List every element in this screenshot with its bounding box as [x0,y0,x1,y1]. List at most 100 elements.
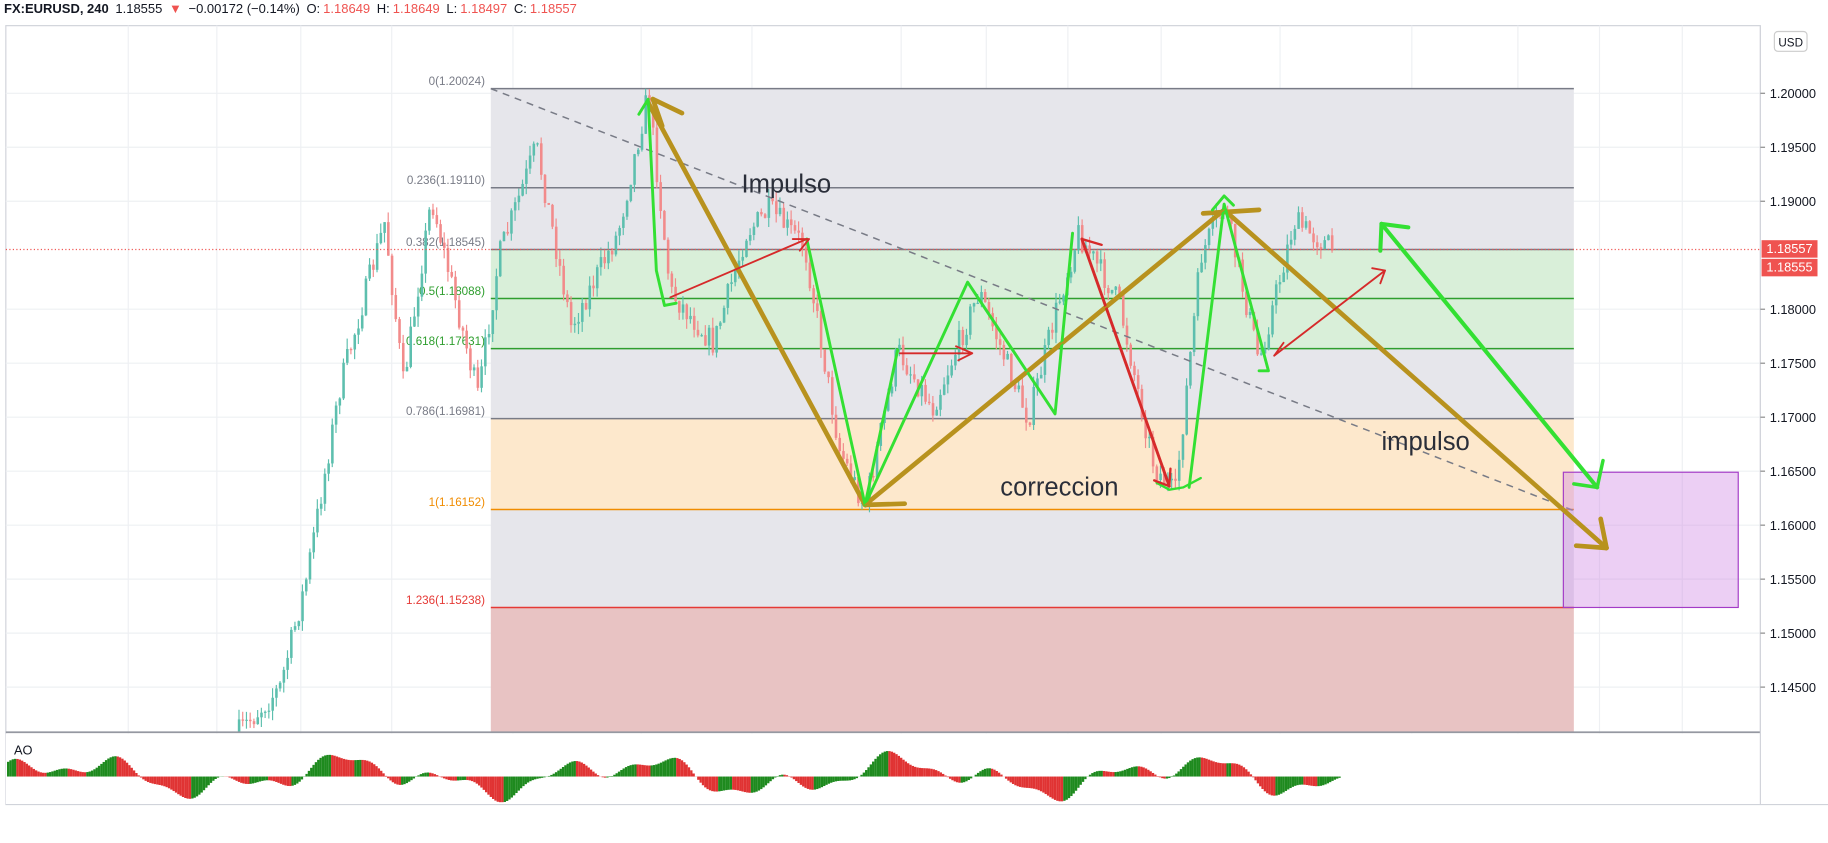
ao-bar [137,775,140,777]
ao-bar [1191,759,1194,777]
candle [346,349,349,363]
ao-bar [727,776,730,790]
ao-bar [522,776,525,787]
ao-bar [1233,763,1236,777]
candle [1196,272,1200,317]
candle [886,393,890,411]
ao-bar [1184,764,1187,777]
ao-bar [988,768,991,777]
ao-bar [1035,776,1038,790]
ao-bar [90,770,94,777]
candle [1323,240,1326,250]
ao-bar [1214,762,1218,777]
ao-bar [955,776,959,783]
candle [338,398,342,406]
ao-bar [233,776,236,780]
ao-bar [202,776,206,791]
ao-bar [916,767,919,777]
candle [368,264,371,279]
ao-bar [1112,772,1115,777]
ao-bar [1121,770,1124,777]
ao-bar [888,751,891,777]
ao-bar [678,758,681,777]
ao-bar [883,751,887,777]
ao-bar [1294,776,1297,786]
candle [778,207,782,215]
candle [372,264,375,270]
ao-bar [881,752,884,777]
ao-bar [771,776,775,780]
ao-bar [1277,776,1281,795]
ao-bar [925,768,928,777]
ao-bar [114,756,117,777]
candle [331,424,334,464]
candle [1069,271,1073,278]
ao-bar [1163,776,1166,779]
candle [965,334,968,346]
ao-bar [809,776,812,790]
ao-bar [1287,776,1290,790]
candle [1140,388,1144,418]
ao-bar [69,769,73,777]
ao-bar [673,757,677,777]
ao-bar [167,776,171,789]
change: −0.00172 (−0.14%) [188,1,300,16]
candle [1006,353,1009,360]
ao-bar [725,776,728,791]
ao-bar [1044,776,1047,795]
candle [603,257,606,264]
candle [465,330,468,349]
ao-bar [636,764,639,777]
candle [745,240,748,257]
ao-bar [927,768,931,777]
ao-bar [139,776,143,778]
candle [1170,478,1174,481]
ao-bar [247,776,250,784]
candle [1200,262,1203,273]
target-box [1562,471,1739,609]
ao-bar [261,776,264,781]
ao-bar [557,770,560,777]
ao-bar [1147,769,1150,777]
ao-bar [1060,776,1064,802]
candle [793,225,797,231]
ao-bar [1095,771,1099,777]
ao-bar [1088,774,1092,777]
symbol[interactable]: FX:EURUSD, 240 [4,1,109,16]
ao-bar [1007,776,1010,781]
candle [633,154,636,185]
ao-bar [37,771,40,777]
candle [1312,233,1315,243]
candle [748,235,752,241]
candle [1185,385,1188,435]
arrow [1595,458,1605,490]
candle [293,626,297,630]
ao-bar [1315,776,1318,787]
ao-bar [1224,763,1227,777]
ao-bar [1030,776,1033,789]
ao-bar [282,776,285,785]
arrow [1200,207,1262,216]
ao-bar [769,776,772,782]
ao-bar [1228,763,1232,777]
ao-bar [869,764,873,777]
ao-bar [1319,776,1323,786]
ao-bar [1014,776,1017,786]
candle [525,168,528,184]
candle [249,719,252,722]
annotation: impulso [1381,428,1469,456]
ao-bar [1000,774,1003,777]
fib-label: 0.618(1.17631) [406,335,485,348]
ao-bar [1128,768,1131,777]
candle [461,327,465,331]
candle [942,384,946,395]
candle [957,329,961,355]
candle [670,273,674,287]
candle [1274,284,1278,306]
candle [1077,225,1080,251]
high-label: H: [376,1,390,16]
ao-bar [792,776,796,780]
candle [487,334,491,338]
ao-bar [755,776,758,792]
ao-bar [1252,776,1255,778]
